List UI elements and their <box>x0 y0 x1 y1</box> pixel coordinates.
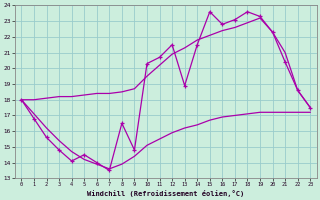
X-axis label: Windchill (Refroidissement éolien,°C): Windchill (Refroidissement éolien,°C) <box>87 190 244 197</box>
